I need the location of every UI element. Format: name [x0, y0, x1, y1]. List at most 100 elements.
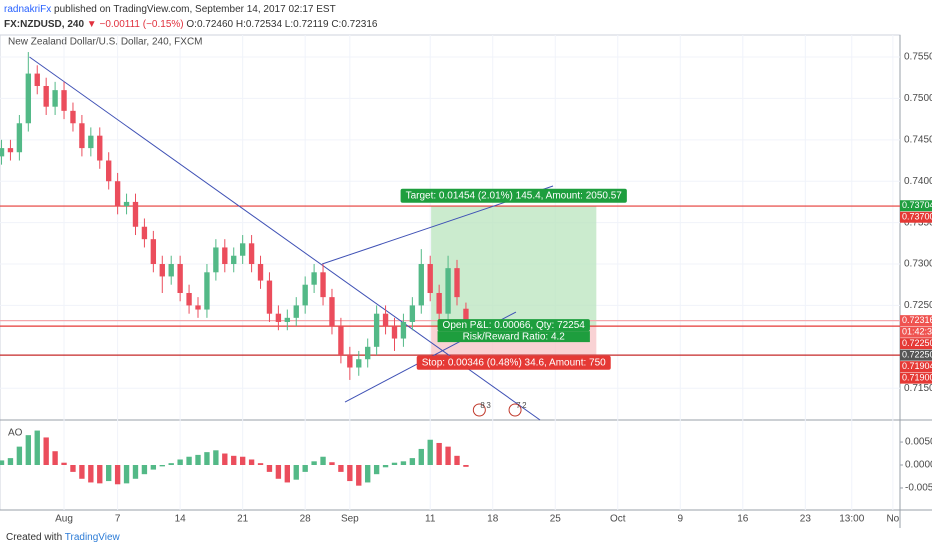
brand[interactable]: TradingView	[64, 532, 120, 543]
candle-body	[132, 201, 139, 227]
candle-body	[168, 264, 174, 277]
candle-body	[186, 292, 192, 306]
event-icon	[508, 403, 522, 417]
candle-body	[34, 73, 40, 87]
ao-bar	[150, 465, 157, 470]
chart-title: New Zealand Dollar/U.S. Dollar, 240, FXC…	[8, 37, 203, 48]
ao-bar	[88, 465, 94, 483]
x-tick-label: 21	[237, 514, 249, 525]
rr-box	[437, 331, 590, 343]
candle-body	[7, 148, 14, 153]
price-badge-label: 0.72250	[902, 338, 932, 348]
ao-bar	[463, 465, 469, 467]
candle-body	[427, 264, 433, 293]
ao-bar	[7, 458, 14, 465]
x-tick-label: 28	[300, 514, 312, 525]
ao-bar	[186, 456, 192, 465]
price-badge	[900, 211, 932, 223]
x-tick-label: 7	[115, 514, 121, 525]
candle-body	[409, 305, 416, 322]
ao-bar	[248, 459, 255, 465]
symbol: FX:NZDUSD, 240	[4, 19, 85, 30]
candle-body	[418, 264, 424, 306]
ao-bar	[43, 437, 49, 465]
candle-body	[454, 268, 460, 298]
ao-bar	[311, 461, 317, 465]
ao-bar	[257, 463, 264, 465]
x-tick-label: Oct	[610, 514, 626, 525]
ao-bar	[293, 465, 299, 480]
candle-body	[106, 160, 112, 182]
ao-bar	[338, 465, 344, 472]
event-count: 7	[516, 401, 521, 410]
candle-body	[97, 135, 103, 161]
price-badge-label: 0.71904	[902, 361, 932, 371]
ao-bar	[454, 455, 460, 465]
x-tick-label: 13:00	[839, 514, 864, 525]
ao-bar	[61, 462, 67, 465]
candle-body	[347, 355, 353, 368]
ao-bar	[213, 450, 219, 465]
ao-title: AO	[8, 428, 23, 439]
event-icon	[472, 403, 486, 417]
candle-body	[391, 326, 398, 339]
candle-body	[150, 239, 157, 265]
candle-body	[356, 359, 362, 368]
ao-bar	[222, 453, 228, 465]
created: Created with	[6, 532, 63, 543]
candle-body	[16, 123, 23, 153]
candle-body	[123, 201, 130, 207]
candle-body	[213, 247, 219, 273]
candle-body	[293, 305, 299, 318]
ao-bar	[418, 448, 424, 465]
target-label-text: Target: 0.01454 (2.01%) 145.4, Amount: 2…	[406, 190, 623, 201]
candle-body	[365, 346, 371, 360]
candle-body	[79, 123, 85, 149]
ao-bar	[365, 465, 371, 483]
ao-bar	[79, 465, 85, 479]
price-badge	[900, 326, 932, 338]
x-tick-label: 14	[175, 514, 187, 525]
pnl-label: Open P&L: 0.00066, Qty: 72254	[437, 319, 590, 332]
price-badge	[900, 315, 932, 327]
candle-body	[222, 247, 228, 265]
candle-body	[159, 264, 165, 277]
ao-bar	[231, 455, 237, 465]
ohlc: O:0.72460 H:0.72534 L:0.72119 C:0.72316	[186, 19, 378, 30]
candle-body	[25, 73, 31, 124]
author[interactable]: radnakriFx	[4, 4, 52, 15]
ao-bar	[25, 435, 31, 465]
candle-body	[284, 317, 290, 322]
chart: New Zealand Dollar/U.S. Dollar, 240, FXC…	[0, 34, 932, 528]
ao-bar	[409, 458, 416, 465]
ao-tick-label: 0.0000	[905, 460, 932, 471]
candle-body	[0, 148, 5, 157]
ao-bar	[34, 430, 40, 465]
ao-bar	[123, 465, 130, 484]
price-badge	[900, 372, 932, 384]
ao-bar	[347, 465, 353, 482]
candle-body	[204, 272, 210, 310]
candle-body	[400, 321, 407, 339]
candle-body	[88, 135, 94, 149]
price-badge	[900, 200, 932, 212]
x-tick-label: 9	[678, 514, 684, 525]
pnl-label-text: Open P&L: 0.00066, Qty: 72254	[443, 320, 586, 331]
change: ▼ −0.00111 (−0.15%)	[86, 19, 184, 30]
price-badge	[900, 349, 932, 361]
ao-bar	[204, 452, 210, 465]
price-badge-label: 0.73704	[902, 200, 932, 210]
candle-body	[52, 90, 58, 107]
ao-bar	[320, 456, 326, 465]
candle-body	[43, 86, 49, 107]
candle-body	[338, 326, 344, 356]
candle-body	[302, 284, 308, 306]
